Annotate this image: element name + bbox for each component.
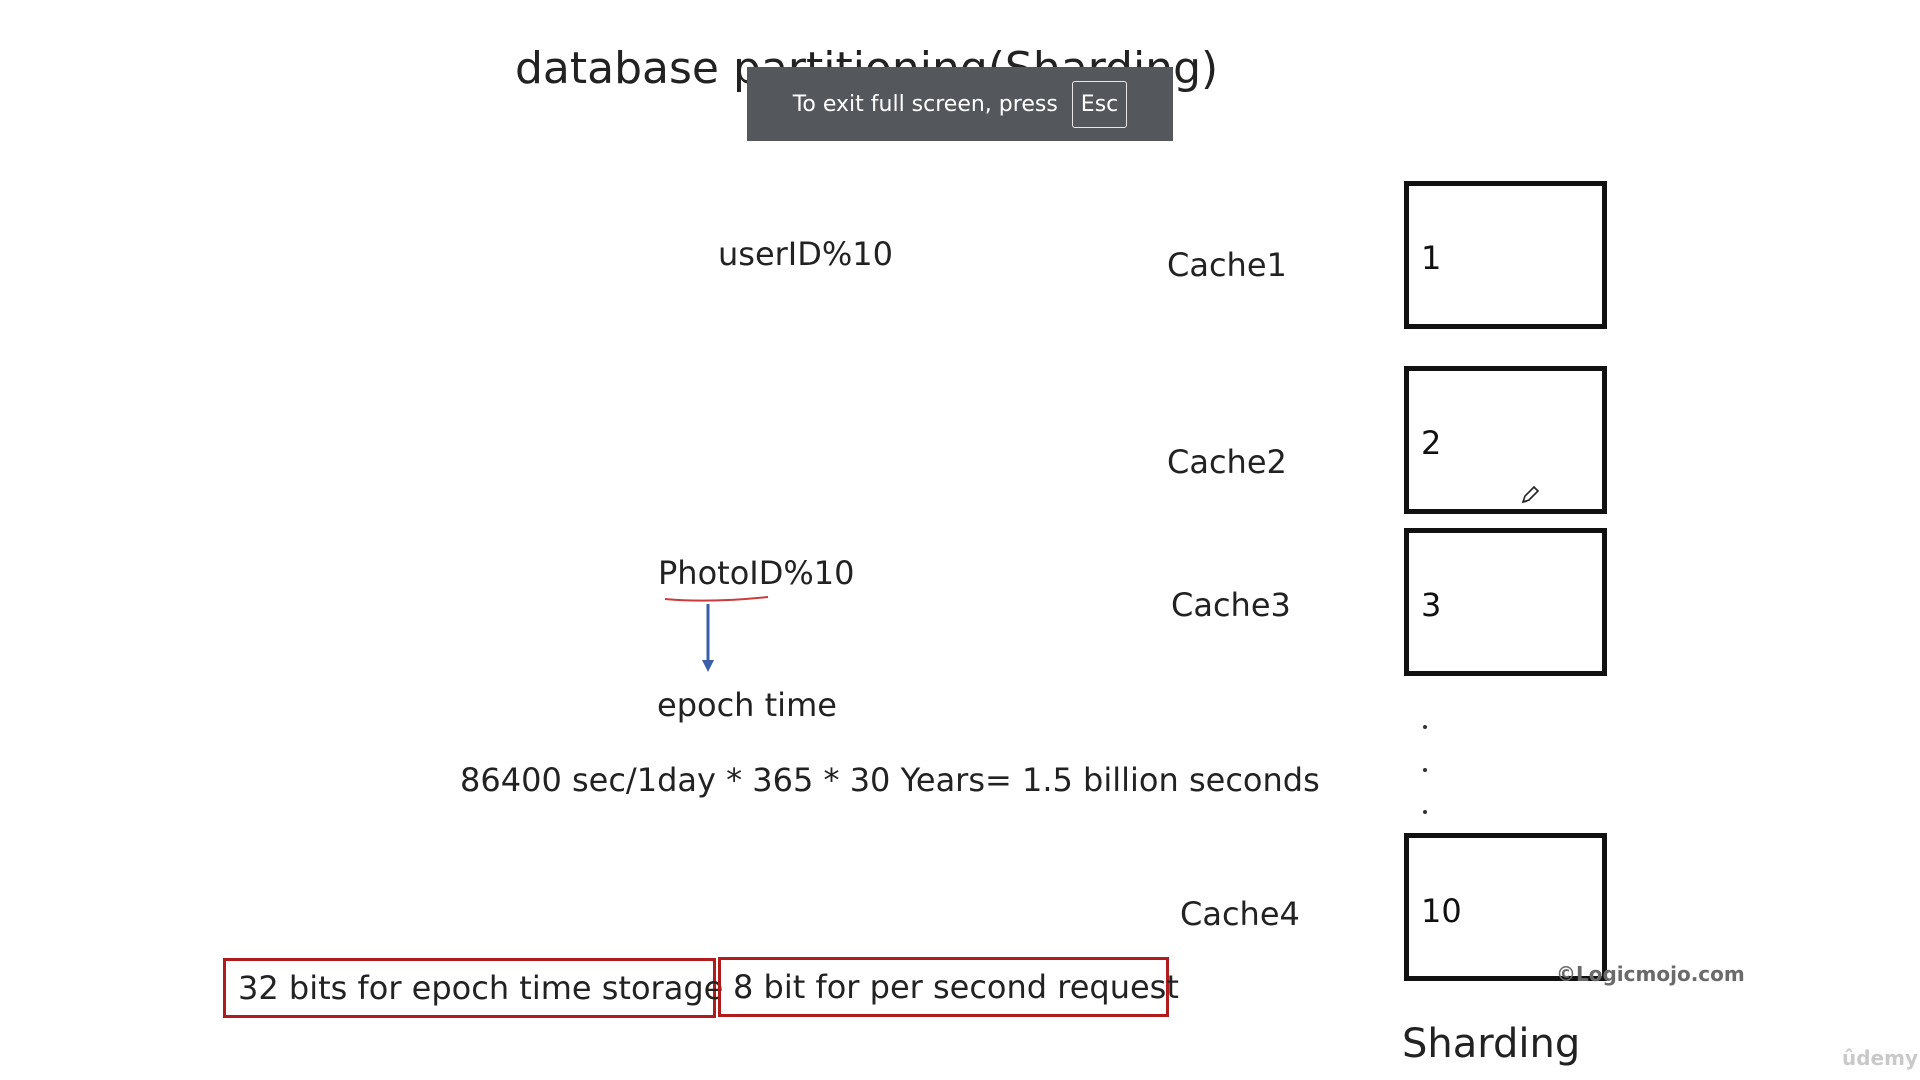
underline-stroke	[664, 596, 769, 602]
cache1-label: Cache1	[1167, 246, 1287, 284]
ellipsis-dot	[1423, 725, 1427, 729]
photo-id-formula: PhotoID%10	[658, 554, 855, 592]
shard-number: 2	[1421, 424, 1442, 462]
annotation-arrow	[664, 596, 769, 672]
cache4-label: Cache4	[1180, 895, 1300, 933]
epoch-bits-box: 32 bits for epoch time storage	[223, 958, 723, 1018]
cache2-label: Cache2	[1167, 443, 1287, 481]
epoch-time-label: epoch time	[657, 686, 837, 724]
shard-number: 10	[1421, 892, 1462, 930]
pen-cursor-icon	[1521, 485, 1540, 504]
request-bits-box: 8 bit for per second request	[718, 957, 1179, 1017]
shard-number: 3	[1421, 586, 1442, 624]
udemy-watermark: ûdemy	[1842, 1046, 1918, 1070]
copyright-watermark: ©Logicmojo.com	[1556, 962, 1745, 986]
epoch-calculation: 86400 sec/1day * 365 * 30 Years= 1.5 bil…	[460, 761, 1320, 799]
ellipsis-dot	[1423, 768, 1427, 772]
shard-box-3: 3	[1404, 528, 1607, 676]
esc-key-button[interactable]: Esc	[1071, 80, 1128, 128]
ellipsis-dot	[1423, 810, 1427, 814]
user-id-formula: userID%10	[718, 235, 893, 273]
sharding-caption: Sharding	[1402, 1021, 1581, 1067]
fullscreen-exit-toast: To exit full screen, press Esc	[747, 67, 1173, 141]
shard-box-2: 2	[1404, 366, 1607, 514]
arrow-head	[702, 660, 714, 672]
shard-number: 1	[1421, 239, 1442, 277]
shard-box-1: 1	[1404, 181, 1607, 329]
toast-message: To exit full screen, press	[792, 91, 1058, 117]
cache3-label: Cache3	[1171, 586, 1291, 624]
shard-box-10: 10	[1404, 833, 1607, 981]
